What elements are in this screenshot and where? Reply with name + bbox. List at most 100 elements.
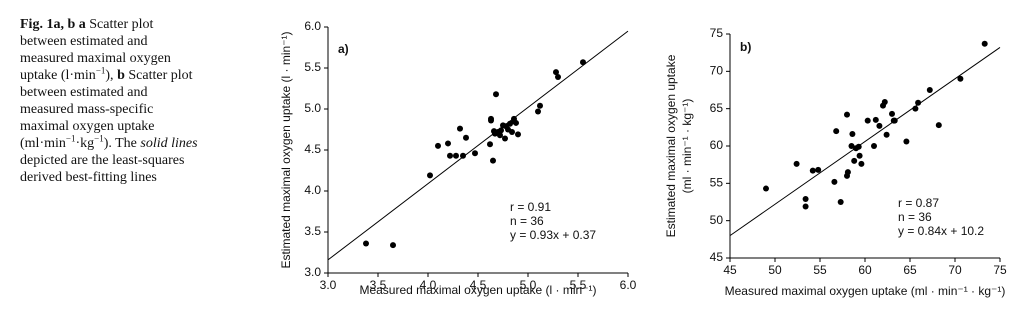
y-tick-label: 50 bbox=[710, 213, 724, 227]
y-tick-label: 3.5 bbox=[304, 224, 321, 238]
y-tick-label: 60 bbox=[710, 138, 724, 152]
data-point bbox=[457, 125, 463, 132]
y-tick-label: 5.5 bbox=[304, 60, 321, 74]
data-point bbox=[849, 131, 856, 138]
stat-annotation: y = 0.93x + 0.37 bbox=[510, 228, 596, 242]
data-point bbox=[493, 91, 499, 98]
data-point bbox=[833, 128, 840, 135]
data-point bbox=[844, 169, 851, 176]
caption-text: ·kg bbox=[75, 136, 95, 151]
x-tick-label: 50 bbox=[768, 263, 782, 277]
data-point bbox=[502, 135, 508, 142]
data-point bbox=[926, 87, 933, 93]
data-point bbox=[848, 143, 855, 149]
caption-text: derived best-fitting lines bbox=[20, 170, 157, 185]
caption-text: −1 bbox=[95, 65, 106, 76]
data-point bbox=[903, 138, 910, 145]
data-point bbox=[876, 122, 883, 129]
y-tick-label: 4.5 bbox=[304, 142, 321, 156]
data-point bbox=[497, 132, 503, 139]
y-axis-label: (ml · min⁻¹ · kg⁻¹) bbox=[680, 99, 694, 194]
data-point bbox=[503, 123, 509, 130]
data-point bbox=[891, 117, 898, 124]
caption-text: b bbox=[117, 68, 125, 83]
x-tick-label: 5.0 bbox=[520, 278, 537, 292]
stat-annotation: y = 0.84x + 10.2 bbox=[898, 224, 984, 238]
data-point bbox=[837, 199, 844, 205]
caption-text: between estimated and bbox=[20, 85, 148, 100]
y-tick-label: 65 bbox=[710, 101, 724, 115]
data-point bbox=[511, 118, 517, 125]
caption-text: measured maximal oxygen bbox=[20, 51, 171, 66]
data-point bbox=[763, 185, 769, 192]
panel-label: a) bbox=[338, 42, 349, 56]
data-point bbox=[435, 142, 441, 149]
caption-text: ), bbox=[105, 68, 118, 83]
caption-text: a bbox=[78, 17, 86, 32]
caption-text: measured mass-specific bbox=[20, 102, 154, 117]
x-tick-label: 75 bbox=[993, 263, 1007, 277]
x-tick-label: 60 bbox=[858, 263, 872, 277]
caption-text: maximal oxygen uptake bbox=[20, 119, 155, 134]
caption-text: uptake (l·min bbox=[20, 68, 96, 83]
data-point bbox=[844, 111, 850, 118]
data-point bbox=[580, 59, 586, 66]
fit-line bbox=[729, 47, 1001, 237]
y-axis-label: Estimated maximal oxygen uptake (l · min… bbox=[279, 31, 293, 268]
panel-label: b) bbox=[740, 40, 751, 54]
data-point bbox=[553, 69, 559, 76]
data-point bbox=[855, 143, 862, 150]
data-point bbox=[981, 40, 988, 47]
data-point bbox=[864, 117, 871, 124]
stat-annotation: r = 0.91 bbox=[510, 200, 551, 214]
caption-text: solid lines bbox=[140, 136, 198, 151]
y-tick-label: 4.0 bbox=[304, 183, 321, 197]
x-tick-label: 4.0 bbox=[420, 278, 437, 292]
data-point bbox=[802, 196, 809, 203]
x-tick-label: 4.5 bbox=[470, 278, 487, 292]
caption-text: Scatter plot bbox=[89, 17, 154, 32]
stat-annotation: n = 36 bbox=[510, 214, 544, 228]
data-point bbox=[858, 160, 865, 167]
caption-text: (ml·min bbox=[20, 136, 66, 151]
data-point bbox=[881, 98, 888, 105]
data-point bbox=[851, 157, 858, 164]
data-point bbox=[555, 74, 561, 81]
data-point bbox=[390, 242, 396, 249]
data-point bbox=[363, 240, 369, 247]
data-point bbox=[915, 99, 922, 106]
data-point bbox=[809, 167, 816, 174]
data-point bbox=[793, 160, 800, 167]
data-point bbox=[515, 131, 521, 138]
data-point bbox=[488, 117, 494, 124]
x-tick-label: 6.0 bbox=[620, 278, 637, 292]
x-tick-label: 5.5 bbox=[570, 278, 587, 292]
x-tick-label: 65 bbox=[903, 263, 917, 277]
data-point bbox=[912, 105, 919, 112]
data-point bbox=[490, 157, 496, 164]
x-axis-label: Measured maximal oxygen uptake (l · min⁻… bbox=[359, 283, 596, 297]
data-point bbox=[509, 128, 515, 135]
data-point bbox=[492, 130, 498, 137]
data-point bbox=[883, 131, 890, 138]
y-tick-label: 75 bbox=[710, 26, 724, 40]
caption-text: Scatter plot bbox=[128, 68, 193, 83]
y-tick-label: 5.0 bbox=[304, 101, 321, 115]
data-point bbox=[463, 134, 469, 141]
stat-annotation: n = 36 bbox=[898, 210, 932, 224]
data-point bbox=[535, 108, 541, 115]
data-point bbox=[831, 178, 838, 185]
caption-text: −1 bbox=[94, 133, 104, 144]
x-axis-label: Measured maximal oxygen uptake (ml · min… bbox=[725, 284, 1006, 298]
data-point bbox=[957, 75, 964, 82]
data-point bbox=[460, 152, 466, 159]
data-point bbox=[802, 203, 809, 210]
x-tick-label: 55 bbox=[813, 263, 827, 277]
data-point bbox=[815, 166, 822, 173]
caption-text: between estimated and bbox=[20, 34, 148, 49]
data-point bbox=[498, 127, 504, 134]
caption-text: Fig. 1a, b bbox=[20, 17, 76, 32]
x-tick-label: 3.5 bbox=[370, 278, 387, 292]
